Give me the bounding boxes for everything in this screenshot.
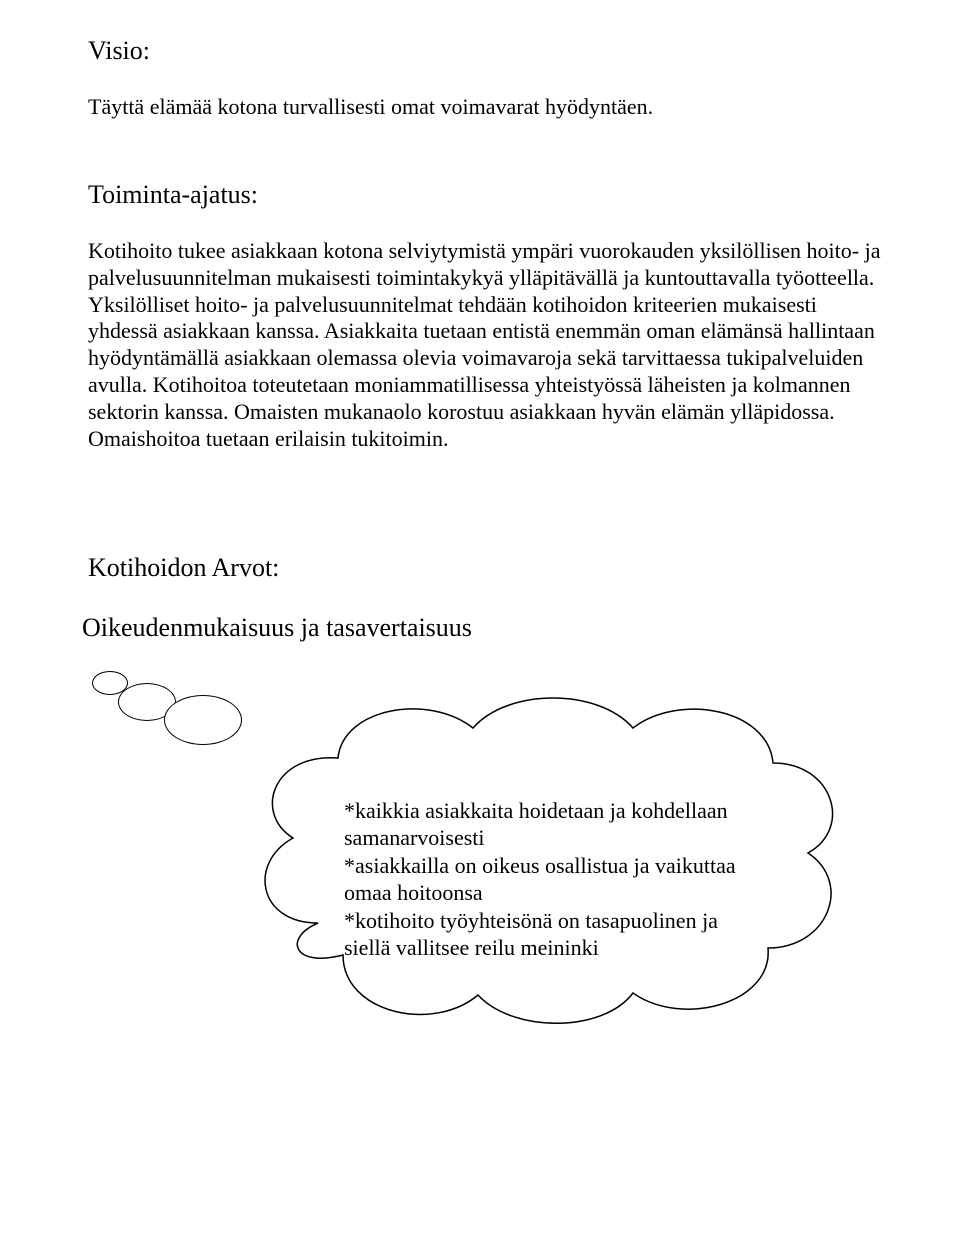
visio-heading: Visio:: [88, 36, 888, 66]
bullet-text: kaikkia asiakkaita hoidetaan ja kohdella…: [344, 798, 728, 851]
toiminta-ajatus-paragraph: Kotihoito tukee asiakkaan kotona selviyt…: [88, 238, 888, 453]
cloud-bullet-item: *asiakkailla on oikeus osallistua ja vai…: [344, 852, 754, 907]
value-title: Oikeudenmukaisuus ja tasavertaisuus: [82, 613, 888, 643]
visio-text: Täyttä elämää kotona turvallisesti omat …: [88, 94, 888, 120]
toiminta-ajatus-heading: Toiminta-ajatus:: [88, 180, 888, 210]
cloud-bullet-item: *kaikkia asiakkaita hoidetaan ja kohdell…: [344, 797, 754, 852]
arvot-heading: Kotihoidon Arvot:: [88, 553, 888, 583]
bullet-text: asiakkailla on oikeus osallistua ja vaik…: [344, 853, 736, 906]
bullet-text: kotihoito työyhteisönä on tasapuolinen j…: [344, 908, 718, 961]
thought-cloud-area: *kaikkia asiakkaita hoidetaan ja kohdell…: [88, 653, 888, 1053]
cloud-bullet-list: *kaikkia asiakkaita hoidetaan ja kohdell…: [344, 797, 754, 962]
cloud-bullet-item: *kotihoito työyhteisönä on tasapuolinen …: [344, 907, 754, 962]
